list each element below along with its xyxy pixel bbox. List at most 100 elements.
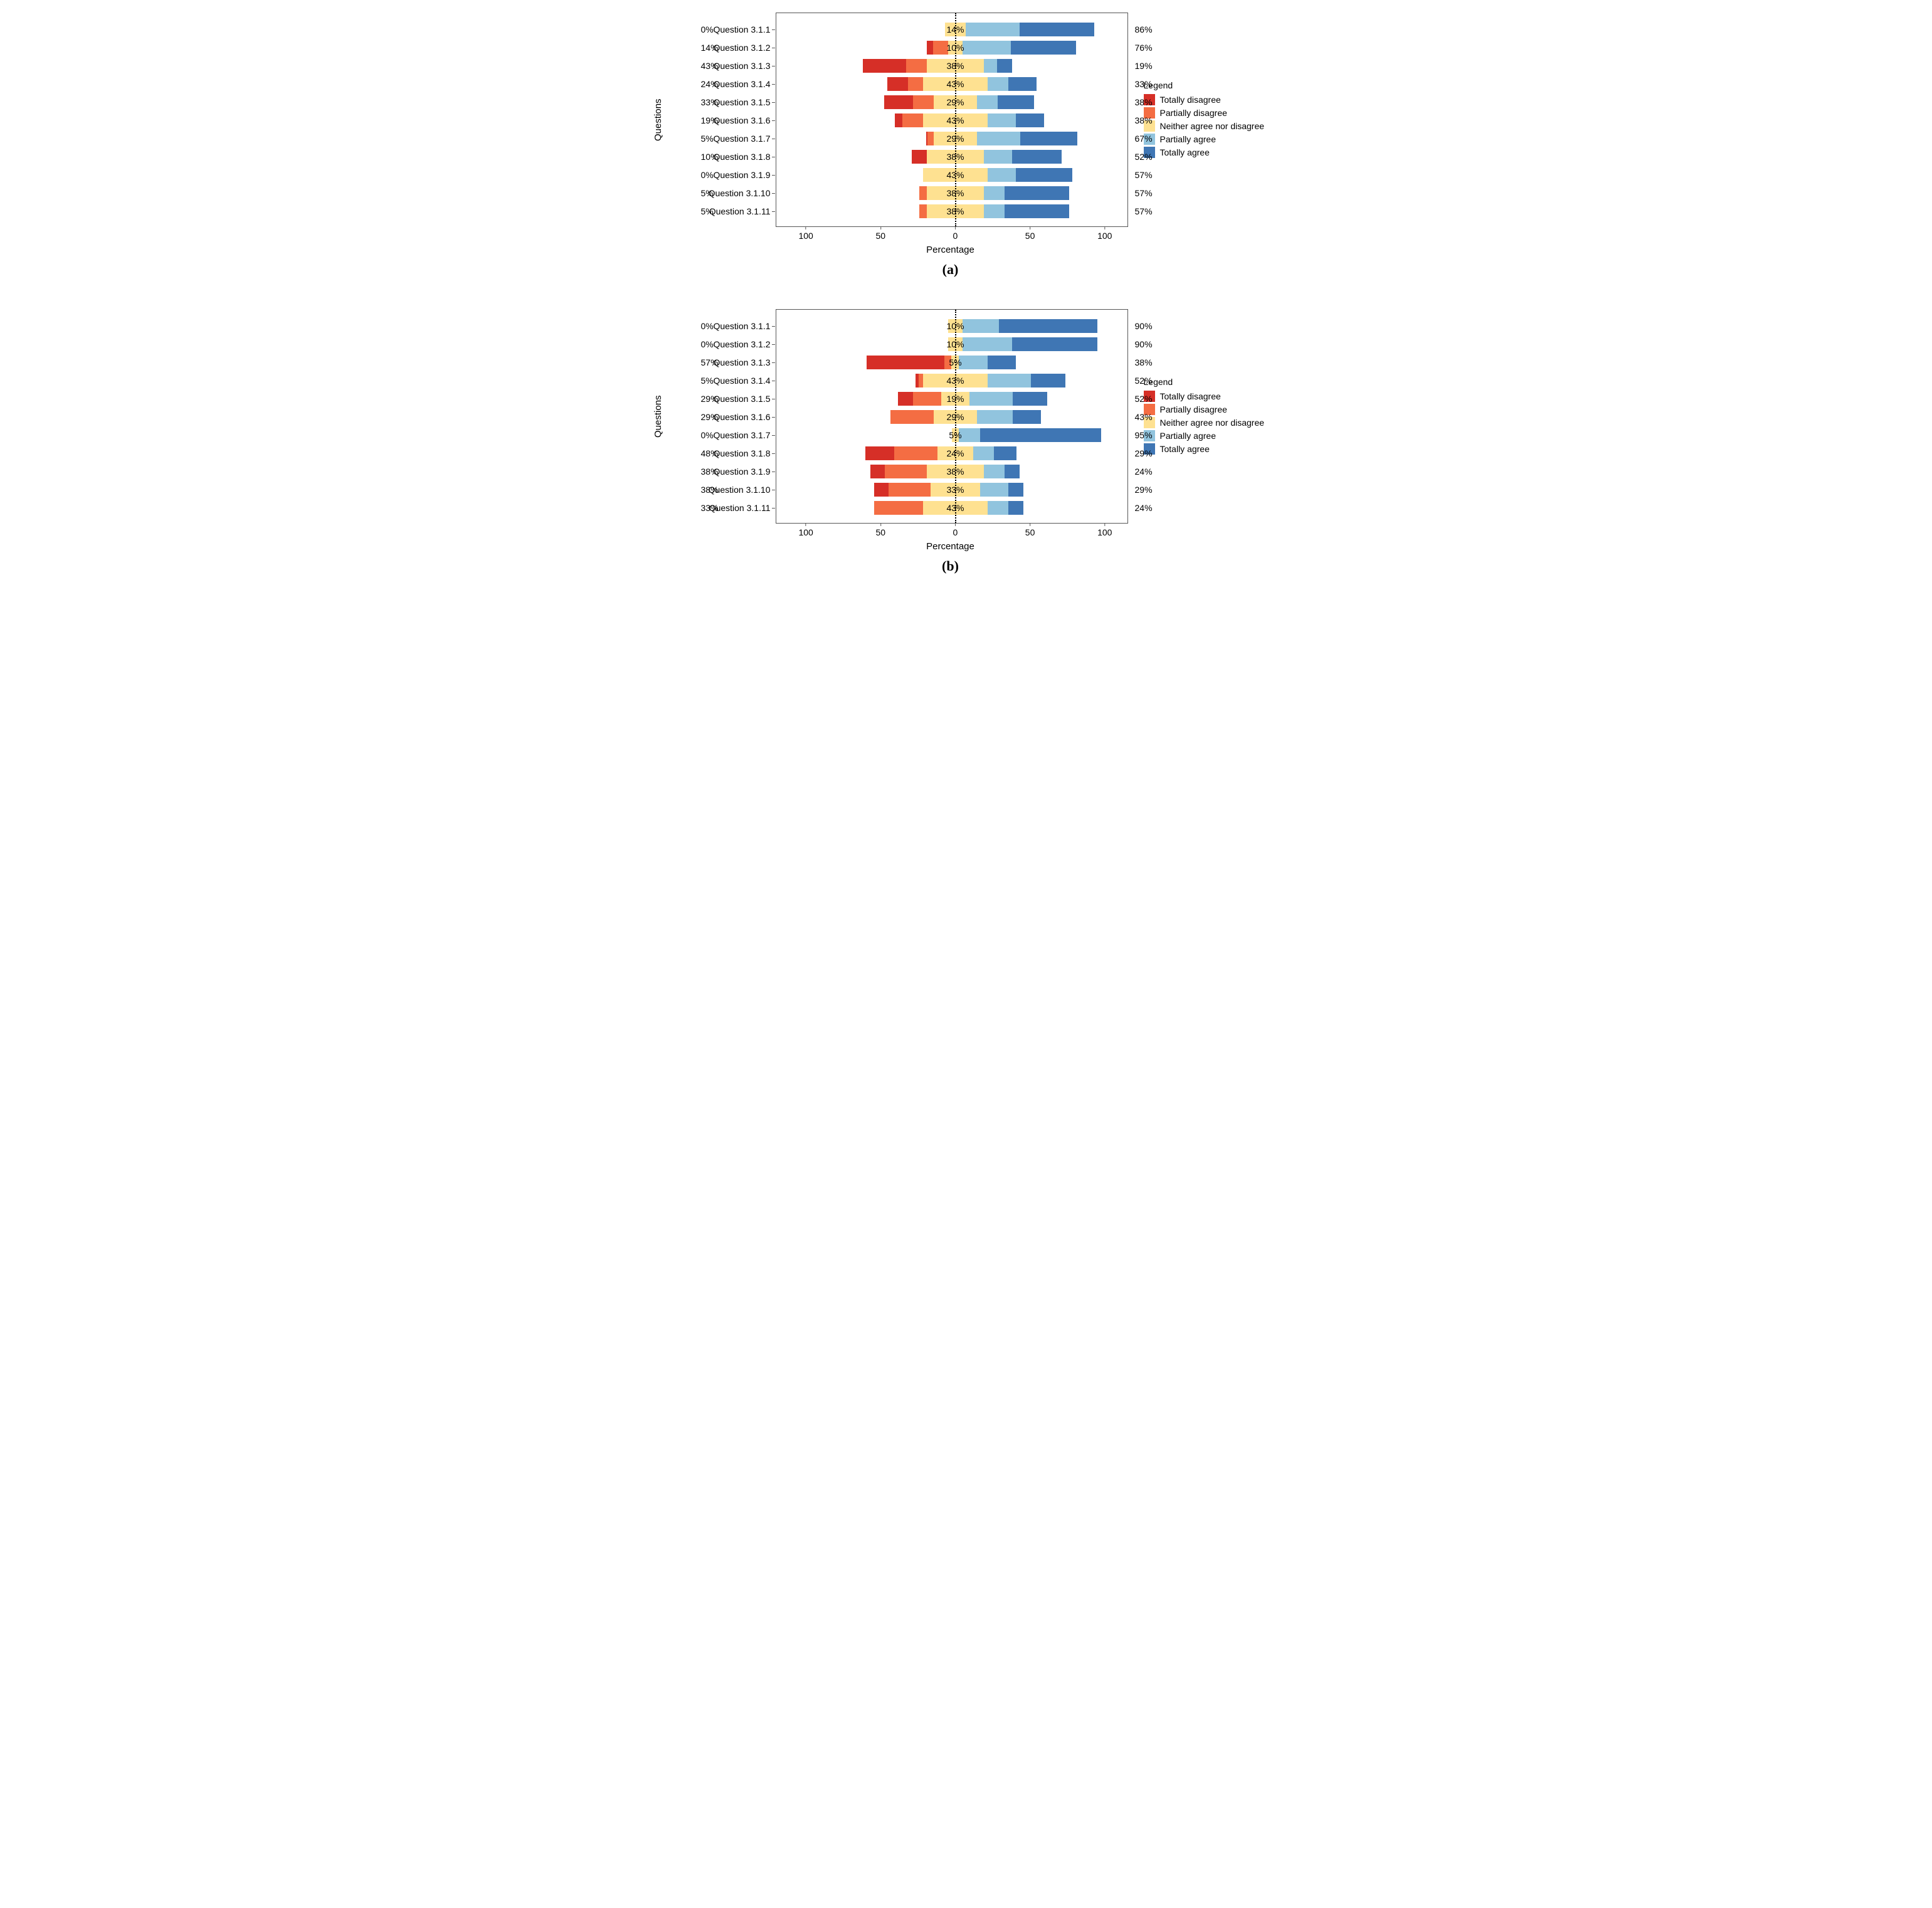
y-tick-label: Question 3.1.4: [713, 79, 776, 89]
y-tick-label: Question 3.1.3: [713, 357, 776, 367]
y-tick-label: Question 3.1.5: [713, 97, 776, 107]
segment-totally_agree: [1005, 465, 1020, 478]
disagree-pct-label: 5%: [701, 134, 714, 144]
segment-partially_disagree: [890, 410, 934, 424]
agree-pct-label: 24%: [1135, 503, 1153, 513]
legend-label: Totally disagree: [1160, 95, 1221, 105]
question-label: Question 3.1.9: [713, 170, 770, 180]
disagree-pct-label: 38%: [701, 466, 719, 477]
segment-partially_agree: [988, 77, 1008, 91]
chart-a: QuestionsQuestion 3.1.10%14%86%Question …: [653, 13, 1280, 278]
segment-totally_agree: [1031, 374, 1065, 387]
plot-area: Question 3.1.10%10%90%Question 3.1.20%10…: [776, 309, 1128, 524]
legend-item-neither: Neither agree nor disagree: [1144, 417, 1265, 428]
question-label: Question 3.1.6: [713, 115, 770, 125]
x-tick-label: 50: [1025, 527, 1035, 537]
segment-totally_agree: [1012, 337, 1097, 351]
disagree-pct-label: 0%: [701, 24, 714, 34]
segment-partially_disagree: [913, 95, 934, 109]
disagree-pct-label: 33%: [701, 97, 719, 107]
legend-item-partially_disagree: Partially disagree: [1144, 404, 1265, 415]
segment-partially_agree: [963, 41, 1010, 55]
legend-label: Neither agree nor disagree: [1160, 121, 1265, 131]
segment-partially_agree: [984, 204, 1005, 218]
y-tick-label: Question 3.1.11: [709, 206, 776, 216]
neutral-pct-label: 24%: [946, 448, 964, 458]
y-tick-label: Question 3.1.7: [713, 430, 776, 440]
x-tick: 50: [876, 523, 886, 537]
x-tick: 0: [953, 523, 958, 537]
neutral-pct-label: 38%: [946, 61, 964, 71]
neutral-pct-label: 5%: [949, 357, 961, 367]
legend-title: Legend: [1144, 80, 1265, 90]
y-tick-label: Question 3.1.8: [713, 448, 776, 458]
segment-partially_disagree: [933, 41, 948, 55]
disagree-pct-label: 10%: [701, 152, 719, 162]
legend: LegendTotally disagreePartially disagree…: [1144, 80, 1265, 160]
question-label: Question 3.1.6: [713, 412, 770, 422]
bar-row: [923, 168, 1072, 182]
disagree-pct-label: 0%: [701, 321, 714, 331]
question-label: Question 3.1.1: [713, 24, 770, 34]
segment-totally_agree: [1012, 150, 1062, 164]
segment-partially_agree: [977, 410, 1013, 424]
disagree-pct-label: 14%: [701, 43, 719, 53]
plot-area: Question 3.1.10%14%86%Question 3.1.214%1…: [776, 13, 1128, 227]
x-tick-label: 0: [953, 527, 958, 537]
segment-totally_agree: [1008, 501, 1023, 515]
x-tick-label: 100: [1097, 231, 1112, 241]
segment-totally_disagree: [874, 483, 889, 497]
subplot-label: (b): [775, 558, 1126, 574]
disagree-pct-label: 0%: [701, 339, 714, 349]
y-tick-label: Question 3.1.9: [713, 466, 776, 477]
question-label: Question 3.1.3: [713, 61, 770, 71]
legend-label: Totally disagree: [1160, 391, 1221, 401]
segment-partially_agree: [980, 483, 1008, 497]
segment-totally_agree: [980, 428, 1101, 442]
agree-pct-label: 52%: [1135, 152, 1153, 162]
segment-partially_agree: [988, 113, 1016, 127]
y-tick-label: Question 3.1.10: [709, 485, 776, 495]
legend: LegendTotally disagreePartially disagree…: [1144, 377, 1265, 456]
bar-row: [890, 410, 1042, 424]
neutral-pct-label: 43%: [946, 503, 964, 513]
x-tick: 100: [798, 523, 813, 537]
y-tick-label: Question 3.1.6: [713, 412, 776, 422]
legend-item-neither: Neither agree nor disagree: [1144, 120, 1265, 132]
y-tick-label: Question 3.1.3: [713, 61, 776, 71]
y-tick-label: Question 3.1.1: [713, 24, 776, 34]
segment-partially_agree: [988, 501, 1008, 515]
question-label: Question 3.1.5: [713, 97, 770, 107]
neutral-pct-label: 43%: [946, 115, 964, 125]
segment-totally_disagree: [867, 356, 944, 369]
segment-partially_disagree: [885, 465, 927, 478]
segment-partially_disagree: [919, 186, 927, 200]
x-tick: 100: [1097, 523, 1112, 537]
bar-row: [863, 59, 1012, 73]
bar-row: [919, 204, 1069, 218]
question-label: Question 3.1.2: [713, 339, 770, 349]
agree-pct-label: 38%: [1135, 357, 1153, 367]
segment-totally_agree: [994, 446, 1016, 460]
neutral-pct-label: 14%: [946, 24, 964, 34]
chart-b: QuestionsQuestion 3.1.10%10%90%Question …: [653, 309, 1280, 574]
agree-pct-label: 57%: [1135, 206, 1153, 216]
segment-partially_agree: [984, 150, 1012, 164]
agree-pct-label: 52%: [1135, 376, 1153, 386]
question-label: Question 3.1.4: [713, 376, 770, 386]
legend-label: Partially agree: [1160, 134, 1217, 144]
segment-partially_disagree: [894, 446, 937, 460]
segment-totally_disagree: [870, 465, 885, 478]
disagree-pct-label: 0%: [701, 430, 714, 440]
segment-partially_disagree: [902, 113, 923, 127]
y-tick-label: Question 3.1.5: [713, 394, 776, 404]
disagree-pct-label: 38%: [701, 485, 719, 495]
segment-partially_agree: [966, 23, 1020, 36]
segment-totally_agree: [999, 319, 1097, 333]
agree-pct-label: 38%: [1135, 97, 1153, 107]
x-tick-label: 50: [876, 231, 886, 241]
x-tick: 50: [1025, 226, 1035, 241]
agree-pct-label: 24%: [1135, 466, 1153, 477]
neutral-pct-label: 38%: [946, 188, 964, 198]
disagree-pct-label: 5%: [701, 376, 714, 386]
